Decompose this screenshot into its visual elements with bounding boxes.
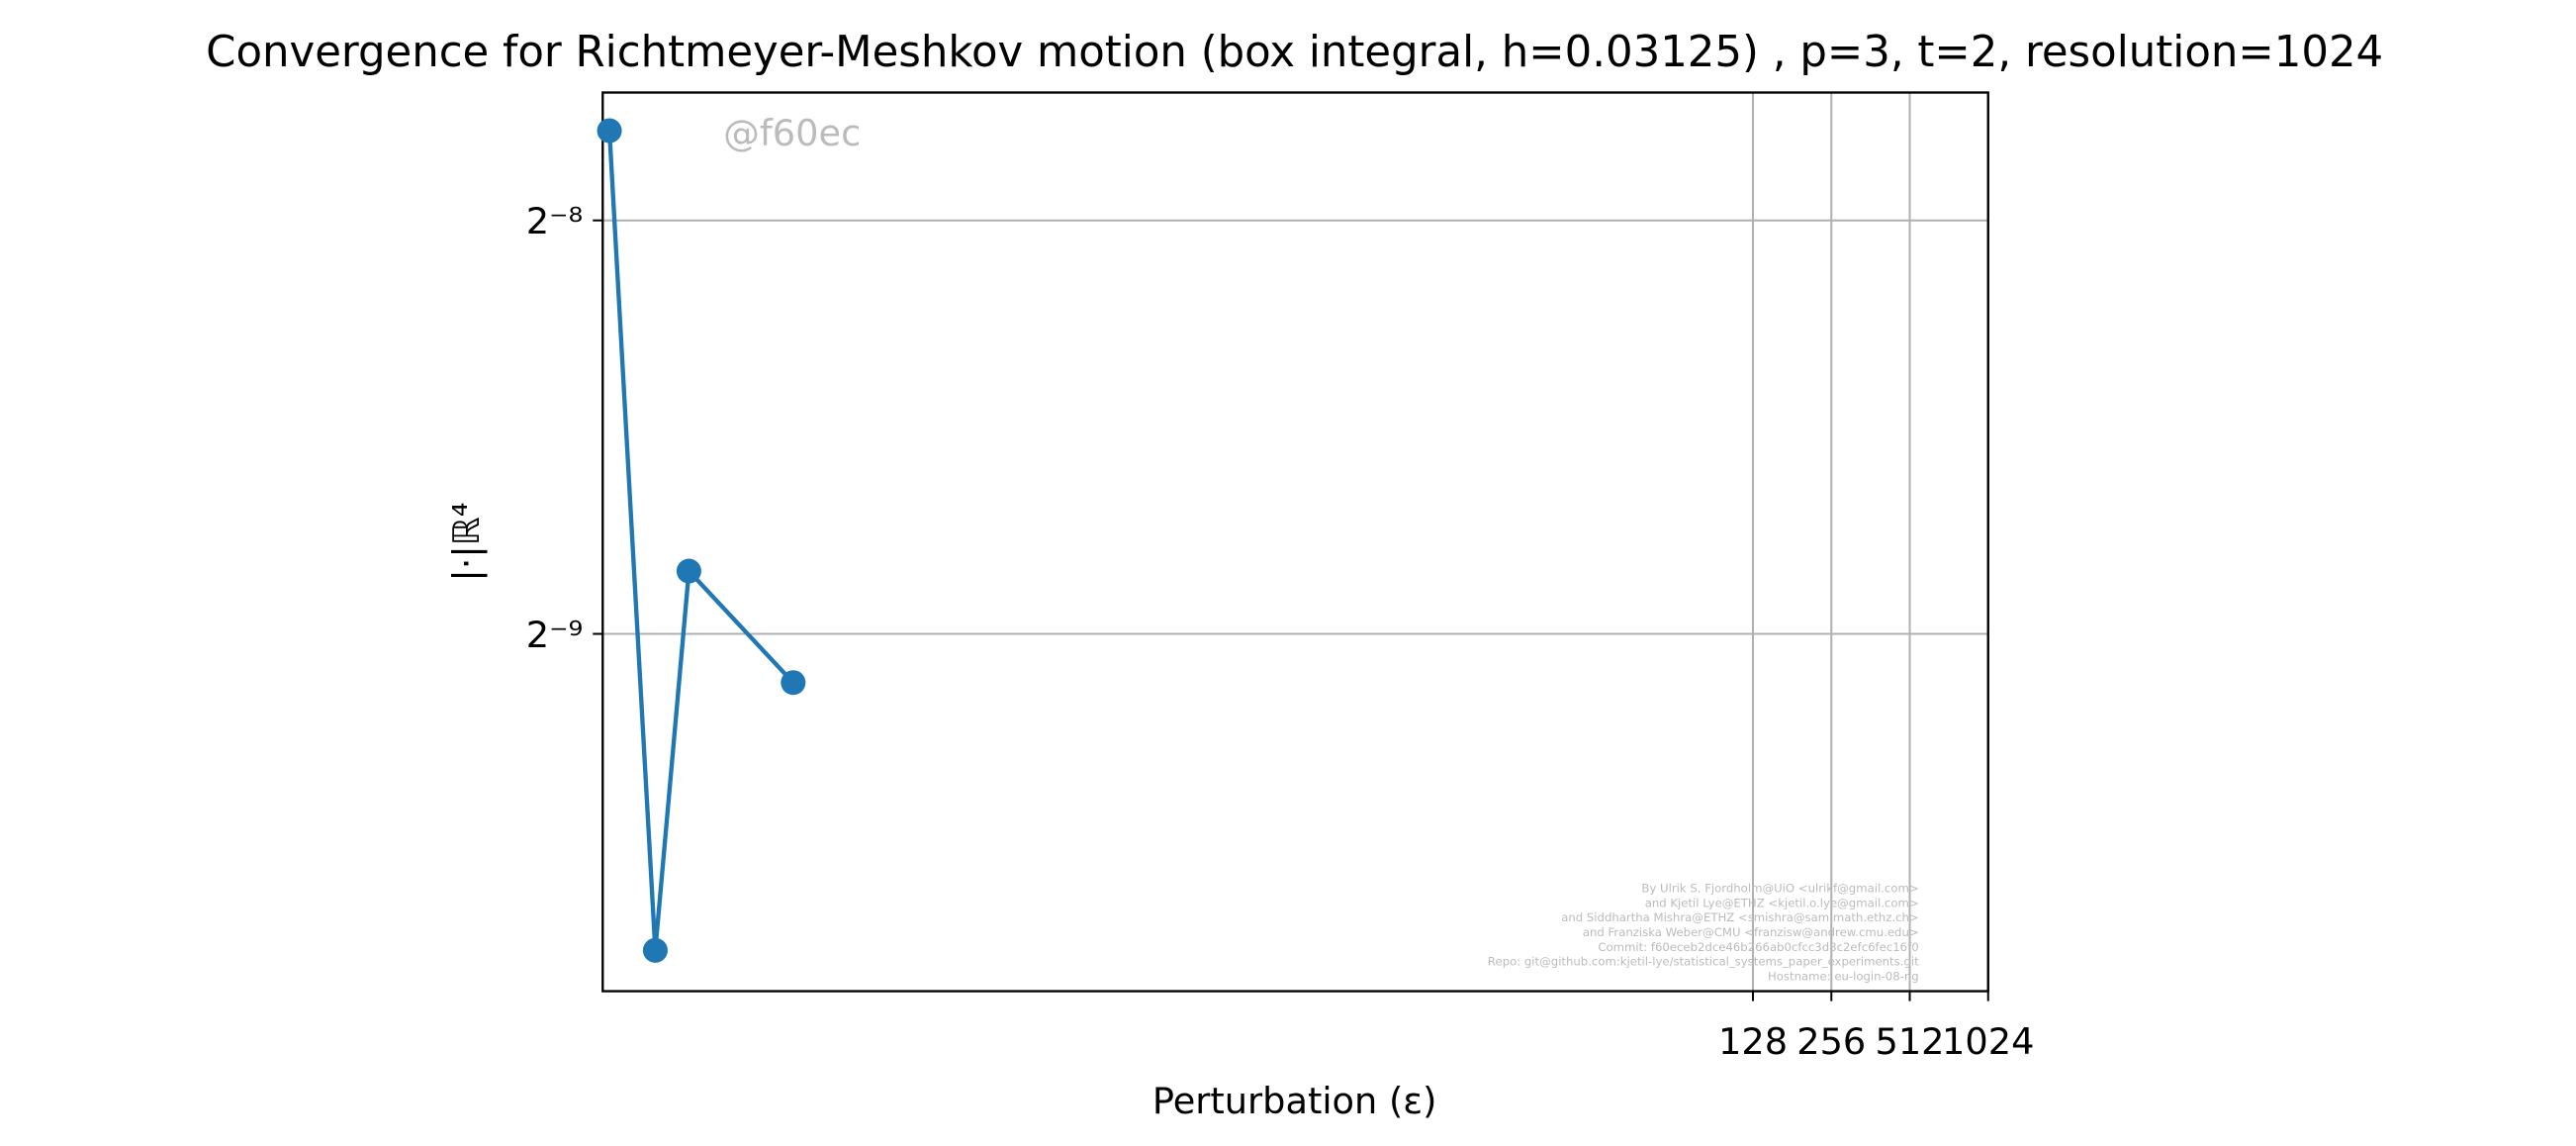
point xyxy=(642,937,668,963)
plot-frame xyxy=(601,91,1989,993)
credit-line: Hostname: eu-login-08-ng xyxy=(1768,970,1919,984)
credit-line: By Ulrik S. Fjordholm@UiO <ulrikf@gmail.… xyxy=(1641,881,1918,895)
x-tick-label: 1024 xyxy=(1942,1020,2034,1063)
y-tick-label: 2⁻⁹ xyxy=(526,614,583,656)
point xyxy=(676,558,701,584)
x-tick-label: 256 xyxy=(1796,1020,1866,1063)
x-tick-label: 512 xyxy=(1875,1020,1944,1063)
credit-line: Commit: f60eceb2dce46b266ab0cfcc3d8c2efc… xyxy=(1598,940,1918,954)
credit-line: and Franziska Weber@CMU <franzisw@andrew… xyxy=(1583,925,1919,939)
credit-line: and Kjetil Lye@ETHZ <kjetil.o.lye@gmail.… xyxy=(1645,896,1919,909)
credit-line: Repo: git@github.com:kjetil-lye/statisti… xyxy=(1488,955,1919,969)
x-tick-label: 128 xyxy=(1718,1020,1788,1063)
point xyxy=(781,670,806,696)
chart-title: Convergence for Richtmeyer-Meshkov motio… xyxy=(206,28,2383,77)
line xyxy=(606,130,795,951)
credit-line: and Siddhartha Mishra@ETHZ <smishra@sam.… xyxy=(1561,910,1918,924)
y-axis-label: |·|ℝ⁴ xyxy=(445,502,489,581)
point xyxy=(597,118,622,143)
watermark: @f60ec xyxy=(723,112,861,154)
y-tick-label: 2⁻⁸ xyxy=(526,200,583,242)
x-axis-label: Perturbation (ε) xyxy=(1152,1080,1437,1122)
